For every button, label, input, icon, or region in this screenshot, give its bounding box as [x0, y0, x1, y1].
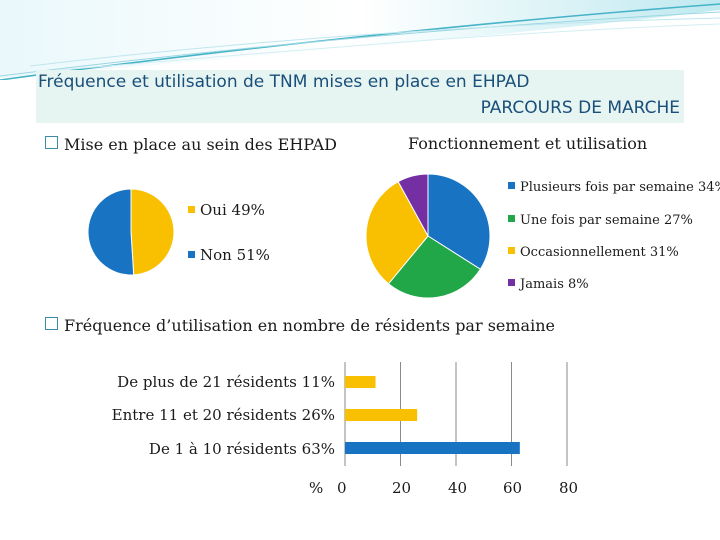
section3-heading: Fréquence d’utilisation en nombre de rés… [45, 316, 555, 335]
legend-label: Une fois par semaine 27% [520, 213, 693, 228]
section1-heading: Mise en place au sein des EHPAD [45, 135, 337, 154]
page-title: Fréquence et utilisation de TNM mises en… [38, 72, 530, 92]
pie2-legend-jamais: Jamais 8% [508, 277, 589, 292]
header-decoration [0, 0, 720, 80]
x-tick-label: 20 [392, 479, 412, 497]
pie2-legend-occasionnellement: Occasionnellement 31% [508, 245, 679, 260]
x-tick-label: 0 [337, 479, 347, 497]
pie1-legend-non: Non 51% [188, 246, 270, 264]
section1-heading-text: Mise en place au sein des EHPAD [64, 135, 337, 154]
legend-swatch [508, 247, 515, 254]
bar-2 [345, 442, 520, 454]
legend-swatch [508, 215, 515, 222]
bar-label-1-10: De 1 à 10 résidents 63% [148, 440, 335, 458]
pie1-legend-oui: Oui 49% [188, 201, 265, 219]
section2-heading: Fonctionnement et utilisation [408, 134, 648, 153]
legend-swatch [508, 182, 515, 189]
bar-label-plus-21: De plus de 21 résidents 11% [117, 373, 335, 391]
pie-slice-jamais [397, 173, 429, 237]
page-subtitle: PARCOURS DE MARCHE [480, 98, 680, 118]
legend-label: Non 51% [200, 246, 270, 264]
pie-slice-occasionnellement [365, 180, 429, 285]
legend-swatch [188, 206, 195, 213]
bar-0 [345, 376, 376, 388]
legend-label: Occasionnellement 31% [520, 245, 679, 260]
pie2-legend-une-fois: Une fois par semaine 27% [508, 213, 693, 228]
legend-label: Plusieurs fois par semaine 34% [520, 180, 720, 195]
x-tick-label: 60 [503, 479, 523, 497]
section3-heading-text: Fréquence d’utilisation en nombre de rés… [64, 316, 555, 335]
x-tick-label: 40 [448, 479, 468, 497]
bar-1 [345, 409, 418, 421]
legend-swatch [188, 251, 195, 258]
x-tick-label: 80 [559, 479, 579, 497]
pie-slice-oui [130, 188, 175, 276]
pie2-legend-plusieurs: Plusieurs fois par semaine 34% [508, 180, 720, 195]
legend-swatch [508, 279, 515, 286]
x-axis-unit-label: % [309, 479, 324, 497]
pie-slice-non [87, 188, 135, 276]
checkbox-bullet-icon [45, 317, 58, 330]
legend-label: Oui 49% [200, 201, 265, 219]
pie-slice-une-fois [387, 235, 482, 299]
title-banner: Fréquence et utilisation de TNM mises en… [36, 70, 684, 123]
legend-label: Jamais 8% [520, 277, 589, 292]
checkbox-bullet-icon [45, 136, 58, 149]
bar-label-11-20: Entre 11 et 20 résidents 26% [111, 406, 335, 424]
